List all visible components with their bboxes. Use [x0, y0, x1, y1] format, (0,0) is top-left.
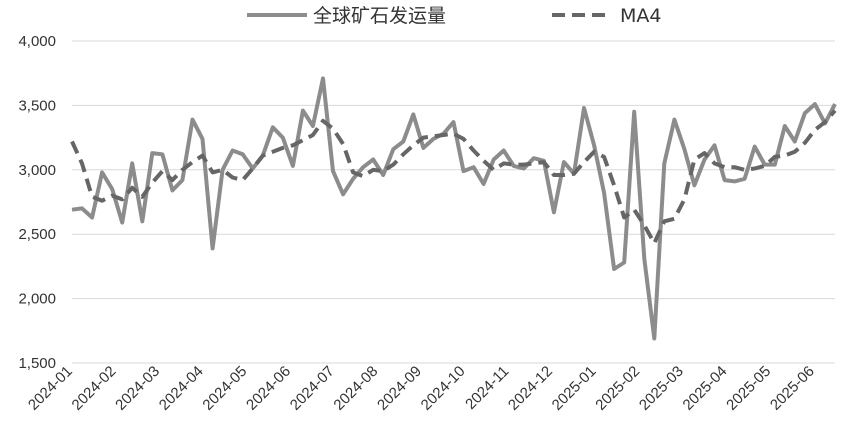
- x-tick-label: 2024-03: [112, 363, 163, 414]
- x-tick-label: 2024-06: [243, 363, 294, 414]
- y-tick-label: 3,500: [18, 97, 56, 114]
- x-axis-ticks: 2024-012024-022024-032024-042024-052024-…: [25, 363, 818, 414]
- x-tick-label: 2024-04: [156, 363, 207, 414]
- x-tick-label: 2025-03: [636, 363, 687, 414]
- x-tick-label: 2024-09: [374, 363, 425, 414]
- series-line-main: [71, 76, 837, 341]
- legend: 全球矿石发运量 MA4: [247, 5, 661, 27]
- x-tick-label: 2025-05: [723, 363, 774, 414]
- x-tick-label: 2024-12: [505, 363, 556, 414]
- y-tick-label: 2,500: [18, 226, 56, 243]
- x-tick-label: 2025-01: [549, 363, 600, 414]
- x-tick-label: 2025-02: [592, 363, 643, 414]
- x-tick-label: 2024-11: [462, 363, 512, 413]
- y-tick-label: 3,000: [18, 162, 56, 179]
- series-lines: [70, 76, 837, 341]
- legend-label-ma4: MA4: [620, 5, 661, 27]
- x-tick-label: 2024-02: [69, 363, 120, 414]
- y-tick-label: 1,500: [18, 355, 56, 372]
- x-tick-label: 2024-08: [330, 363, 381, 414]
- x-tick-label: 2024-10: [418, 363, 469, 414]
- gridlines: [72, 40, 835, 364]
- y-axis-ticks: 1,500 2,000 2,500 3,000 3,500 4,000: [18, 33, 56, 372]
- series-line-ma4: [70, 109, 837, 246]
- y-tick-label: 4,000: [18, 33, 56, 50]
- x-tick-label: 2025-04: [680, 363, 731, 414]
- x-tick-label: 2024-07: [287, 363, 338, 414]
- x-tick-label: 2025-06: [767, 363, 818, 414]
- x-tick-label: 2024-05: [199, 363, 250, 414]
- y-tick-label: 2,000: [18, 291, 56, 308]
- legend-label-main: 全球矿石发运量: [313, 5, 446, 27]
